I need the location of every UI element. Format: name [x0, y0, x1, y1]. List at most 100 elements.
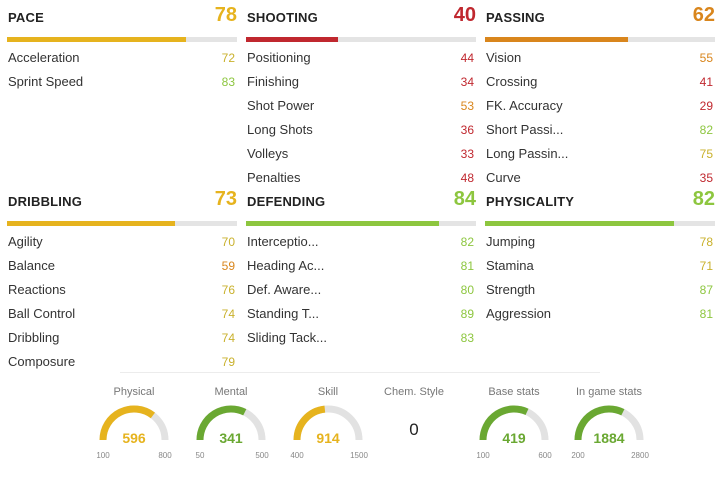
stat-value: 53: [460, 99, 474, 113]
stat-value: 75: [699, 147, 713, 161]
stat-row: Strength 87: [485, 278, 715, 302]
chem-style-value: 0: [409, 420, 419, 439]
stat-value: 55: [699, 51, 713, 65]
base-stats-gauge-max: 600: [538, 451, 552, 460]
defending-title: DEFENDING: [247, 194, 326, 209]
stat-value: 36: [460, 123, 474, 137]
stat-name: Agility: [8, 234, 43, 249]
stat-row: Composure 79: [7, 350, 237, 374]
dribbling-block: DRIBBLING 73 Agility 70 Balance 59 Reactions 76…: [7, 188, 237, 374]
in-game-stats-gauge-label: In game stats: [575, 386, 643, 398]
stat-value: 81: [699, 307, 713, 321]
stat-value: 83: [460, 331, 474, 345]
mental-gauge-min: 50: [196, 451, 205, 460]
chem-style-gauge: Chem. Style 0: [366, 384, 462, 440]
stat-name: Balance: [8, 258, 55, 273]
stat-name: Standing T...: [247, 306, 320, 321]
skill-gauge-fill: [293, 405, 326, 441]
in-game-stats-gauge-fill: [574, 405, 625, 441]
skill-gauge-label: Skill: [317, 386, 339, 398]
stat-row: Ball Control 74: [7, 302, 237, 326]
base-stats-gauge-label: Base stats: [488, 386, 540, 398]
stat-row: Long Shots 36: [246, 118, 476, 142]
stat-row: Acceleration 72: [7, 46, 237, 70]
pace-title: PACE: [8, 10, 44, 25]
stat-row: Stamina 71: [485, 254, 715, 278]
stat-value: 76: [221, 283, 235, 297]
base-stats-gauge-svg: 419 100 600: [476, 405, 552, 460]
physicality-title: PHYSICALITY: [486, 194, 575, 209]
stat-value: 74: [221, 331, 235, 345]
shooting-rating: 40: [453, 4, 476, 26]
stat-row: FK. Accuracy 29: [485, 94, 715, 118]
stat-row: Aggression 81: [485, 302, 715, 326]
stat-name: Heading Ac...: [247, 258, 325, 273]
stat-name: Volleys: [247, 146, 289, 161]
stat-value: 74: [221, 307, 235, 321]
dribbling-bar-fill: [7, 221, 175, 226]
base-stats-gauge-value: 419: [502, 430, 526, 446]
stat-value: 70: [221, 235, 235, 249]
stat-value: 87: [699, 283, 713, 297]
stat-row: Reactions 76: [7, 278, 237, 302]
stat-row: Dribbling 74: [7, 326, 237, 350]
base-stats-gauge-min: 100: [476, 451, 490, 460]
defending-rating: 84: [453, 188, 476, 210]
shooting-title: SHOOTING: [247, 10, 318, 25]
mental-gauge-max: 500: [255, 451, 269, 460]
stat-row: Def. Aware... 80: [246, 278, 476, 302]
physicality-block: PHYSICALITY 82 Jumping 78 Stamina 71 Strength 8…: [485, 188, 715, 326]
shooting-header: SHOOTING 40: [246, 4, 476, 30]
stat-row: Positioning 44: [246, 46, 476, 70]
physical-gauge-fill: [99, 405, 156, 441]
stat-row: Interceptio... 82: [246, 230, 476, 254]
physicality-rating: 82: [692, 188, 715, 210]
stat-value: 34: [460, 75, 474, 89]
stat-row: Long Passin... 75: [485, 142, 715, 166]
stat-name: Stamina: [486, 258, 534, 273]
stat-name: Shot Power: [247, 98, 315, 113]
stat-row: Agility 70: [7, 230, 237, 254]
stat-name: Sliding Tack...: [247, 330, 327, 345]
stat-value: 83: [221, 75, 235, 89]
shooting-block: SHOOTING 40 Positioning 44 Finishing 34 Shot P…: [246, 4, 476, 190]
stat-row: Standing T... 89: [246, 302, 476, 326]
stat-name: Penalties: [247, 170, 301, 185]
defending-bar-fill: [246, 221, 440, 226]
stat-value: 78: [699, 235, 713, 249]
stat-row: Heading Ac... 81: [246, 254, 476, 278]
in-game-stats-gauge-value: 1884: [593, 430, 624, 446]
stat-row: Curve 35: [485, 166, 715, 190]
in-game-stats-gauge-max: 2800: [631, 451, 649, 460]
stat-name: Def. Aware...: [247, 282, 322, 297]
pace-bar: [7, 37, 237, 42]
defending-stat-list: Interceptio... 82 Heading Ac... 81 Def. Awar…: [246, 230, 476, 350]
stat-name: Dribbling: [8, 330, 60, 345]
dribbling-stat-list: Agility 70 Balance 59 Reactions 76 Ball Contro…: [7, 230, 237, 374]
physical-gauge-max: 800: [158, 451, 172, 460]
passing-block: PASSING 62 Vision 55 Crossing 41 FK. Accuracy 2…: [485, 4, 715, 190]
shooting-stat-list: Positioning 44 Finishing 34 Shot Power 53 Long…: [246, 46, 476, 190]
stat-value: 81: [460, 259, 474, 273]
stat-row: Short Passi... 82: [485, 118, 715, 142]
dribbling-header: DRIBBLING 73: [7, 188, 237, 214]
stat-value: 35: [699, 171, 713, 185]
stat-row: Shot Power 53: [246, 94, 476, 118]
stat-row: Penalties 48: [246, 166, 476, 190]
section-divider: [120, 372, 600, 373]
defending-header: DEFENDING 84: [246, 188, 476, 214]
stat-value: 79: [221, 355, 235, 369]
stat-name: Strength: [486, 282, 536, 297]
stat-value: 82: [699, 123, 713, 137]
shooting-bar-fill: [246, 37, 338, 42]
base-stats-gauge-fill: [479, 405, 529, 441]
passing-bar-fill: [485, 37, 628, 42]
shooting-bar: [246, 37, 476, 42]
stat-row: Volleys 33: [246, 142, 476, 166]
pace-stat-list: Acceleration 72 Sprint Speed 83: [7, 46, 237, 94]
in-game-stats-gauge: In game stats 1884 200 2800: [561, 384, 657, 460]
stat-name: Sprint Speed: [8, 74, 84, 89]
stat-name: Reactions: [8, 282, 66, 297]
stat-value: 29: [699, 99, 713, 113]
passing-rating: 62: [692, 4, 715, 26]
